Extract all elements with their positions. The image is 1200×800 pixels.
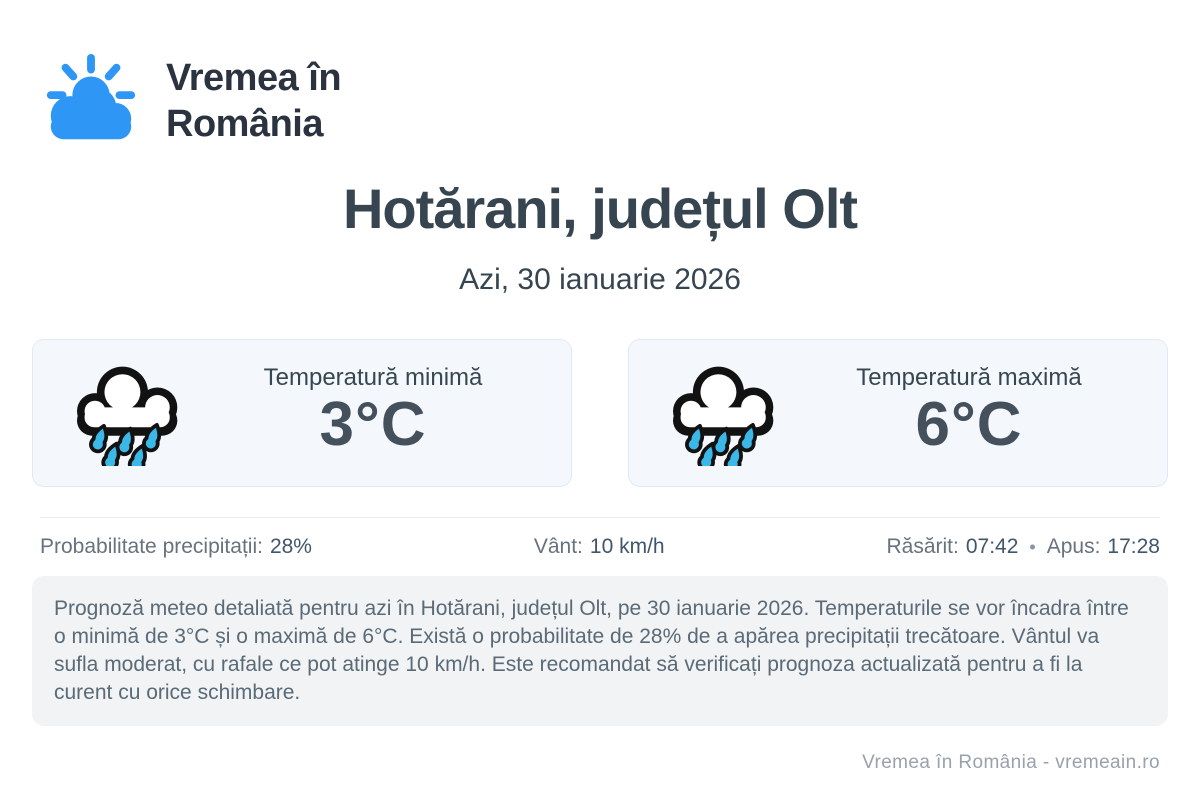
rain-cloud-icon <box>71 360 189 474</box>
divider <box>40 517 1160 518</box>
sunrise-label: Răsărit: <box>886 535 959 558</box>
min-temperature-label: Temperatură minimă <box>263 364 483 392</box>
temperature-cards: Temperatură minimă 3°C <box>32 339 1168 487</box>
max-temperature-text: Temperatură maximă 6°C <box>785 364 1153 457</box>
wind-value: 10 km/h <box>589 535 665 558</box>
brand-name-line2: România <box>166 103 323 145</box>
stats-row: Probabilitate precipitații: 28% Vânt: 10 k… <box>40 535 1160 559</box>
min-temperature-card: Temperatură minimă 3°C <box>32 339 572 487</box>
page-subtitle: Azi, 30 ianuarie 2026 <box>459 263 741 296</box>
sun-behind-cloud-logo-icon <box>40 49 142 155</box>
forecast-description: Prognoză meteo detaliată pentru azi în H… <box>32 576 1168 726</box>
min-temperature-value: 3°C <box>319 390 427 460</box>
brand-header: Vremea în România <box>0 0 1200 158</box>
brand-name: Vremea în România <box>166 56 342 147</box>
rain-cloud-icon <box>667 360 785 474</box>
max-temperature-value: 6°C <box>915 390 1023 460</box>
precipitation-value: 28% <box>269 535 312 558</box>
bullet-separator: • <box>1029 537 1036 557</box>
max-temperature-label: Temperatură maximă <box>856 364 1082 392</box>
precipitation-label: Probabilitate precipitații: <box>40 535 263 558</box>
footer-credit: Vremea în România - vremeain.ro <box>862 752 1160 773</box>
precipitation-stat: Probabilitate precipitații: 28% <box>40 535 312 559</box>
wind-label: Vânt: <box>533 535 583 558</box>
sunrise-value: 07:42 <box>965 535 1019 558</box>
sunset-value: 17:28 <box>1107 535 1160 558</box>
max-temperature-card: Temperatură maximă 6°C <box>628 339 1168 487</box>
page-title: Hotărani, județul Olt <box>342 177 858 240</box>
min-temperature-text: Temperatură minimă 3°C <box>189 364 557 457</box>
wind-stat: Vânt: 10 km/h <box>534 535 665 559</box>
sun-times-stat: Răsărit: 07:42 • Apus: 17:28 <box>886 535 1160 559</box>
brand-name-line1: Vremea în <box>166 57 342 100</box>
sunset-label: Apus: <box>1046 535 1101 558</box>
